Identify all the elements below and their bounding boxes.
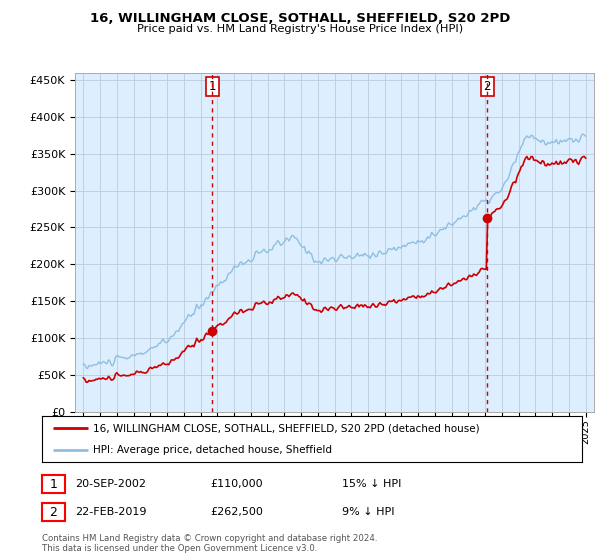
Text: HPI: Average price, detached house, Sheffield: HPI: Average price, detached house, Shef… [94,445,332,455]
Text: 15% ↓ HPI: 15% ↓ HPI [342,479,401,489]
Text: 9% ↓ HPI: 9% ↓ HPI [342,507,395,517]
Text: 16, WILLINGHAM CLOSE, SOTHALL, SHEFFIELD, S20 2PD: 16, WILLINGHAM CLOSE, SOTHALL, SHEFFIELD… [90,12,510,25]
Text: 1: 1 [209,80,216,93]
Text: Contains HM Land Registry data © Crown copyright and database right 2024.
This d: Contains HM Land Registry data © Crown c… [42,534,377,553]
Text: 2: 2 [484,80,491,93]
Text: £110,000: £110,000 [210,479,263,489]
Text: 20-SEP-2002: 20-SEP-2002 [75,479,146,489]
Text: 2: 2 [49,506,58,519]
Text: £262,500: £262,500 [210,507,263,517]
Text: 16, WILLINGHAM CLOSE, SOTHALL, SHEFFIELD, S20 2PD (detached house): 16, WILLINGHAM CLOSE, SOTHALL, SHEFFIELD… [94,423,480,433]
Text: 22-FEB-2019: 22-FEB-2019 [75,507,146,517]
Text: Price paid vs. HM Land Registry's House Price Index (HPI): Price paid vs. HM Land Registry's House … [137,24,463,34]
Text: 1: 1 [49,478,58,491]
